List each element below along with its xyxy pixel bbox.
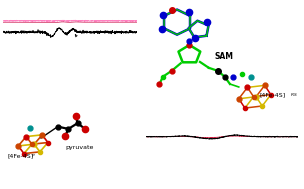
Text: $_{RS}$: $_{RS}$: [289, 92, 297, 99]
Text: $_P$: $_P$: [31, 153, 36, 160]
Text: [4Fe-4S]: [4Fe-4S]: [8, 153, 34, 158]
Text: pyruvate: pyruvate: [65, 145, 94, 150]
Text: SAM: SAM: [214, 52, 233, 61]
Text: [4Fe-4S]: [4Fe-4S]: [260, 92, 286, 97]
